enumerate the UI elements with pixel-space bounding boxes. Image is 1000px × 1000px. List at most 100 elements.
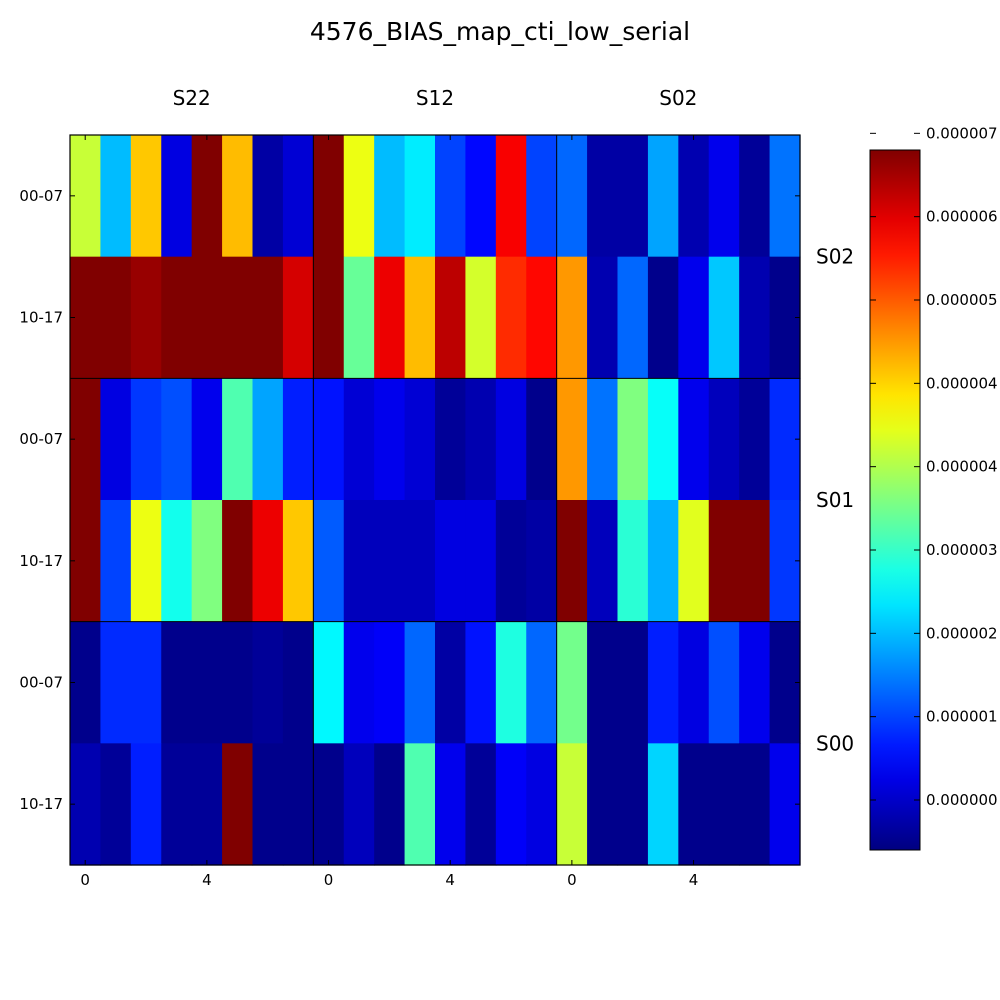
heatmap-cell <box>647 621 679 744</box>
heatmap-cell <box>526 256 558 379</box>
heatmap-cell <box>495 256 527 379</box>
heatmap-cell <box>282 500 314 623</box>
heatmap-cell <box>708 500 740 623</box>
heatmap-cell <box>130 500 162 623</box>
x-tick-label: 4 <box>689 871 699 889</box>
heatmap-cell <box>282 743 314 866</box>
heatmap-cell <box>708 743 740 866</box>
colorbar-tick-label: 0.000001 <box>926 708 998 726</box>
heatmap-cell <box>282 256 314 379</box>
heatmap-cell <box>526 135 558 258</box>
heatmap-cell <box>282 378 314 501</box>
heatmap-cell <box>708 135 740 258</box>
heatmap-cell <box>435 256 467 379</box>
heatmap-cell <box>617 135 649 258</box>
x-tick-label: 4 <box>202 871 212 889</box>
colorbar: 0.000000 0.000001 0.000002 0.000003 0.000004… <box>869 124 998 851</box>
heatmap-cell <box>374 378 406 501</box>
heatmap-cell <box>647 135 679 258</box>
heatmap-cell <box>161 621 193 744</box>
heatmap-cell <box>708 378 740 501</box>
heatmap-cell <box>343 621 375 744</box>
column-group-label: S02 <box>659 86 697 110</box>
heatmap-cell <box>313 743 345 866</box>
heatmap-cell <box>465 256 497 379</box>
panel-borders <box>69 134 801 866</box>
heatmap-cell <box>495 743 527 866</box>
heatmap-cell <box>70 378 102 501</box>
y-tick-label: 10-17 <box>19 795 63 813</box>
column-group-label: S22 <box>173 86 211 110</box>
heatmap-cell <box>313 135 345 258</box>
heatmap-cell <box>130 621 162 744</box>
heatmap-cell <box>587 378 619 501</box>
heatmap-cell <box>100 256 132 379</box>
y-tick-label: 00-07 <box>19 430 63 448</box>
heatmap-cell <box>526 743 558 866</box>
heatmap-cell <box>252 378 284 501</box>
heatmap-cell <box>587 500 619 623</box>
heatmap-cell <box>343 256 375 379</box>
heatmap-cell <box>495 135 527 258</box>
heatmap-cell <box>739 500 771 623</box>
row-group-label: S01 <box>816 488 854 512</box>
heatmap-cell <box>313 256 345 379</box>
heatmap-cell <box>100 135 132 258</box>
heatmap-cell <box>374 256 406 379</box>
heatmap-cell <box>191 256 223 379</box>
heatmap-cell <box>647 378 679 501</box>
heatmap-cell <box>678 378 710 501</box>
heatmap-cell <box>739 378 771 501</box>
colorbar-tick-label: 0.000005 <box>926 291 998 309</box>
x-ticks: 0 4 0 4 0 4 <box>80 135 698 889</box>
heatmap-cell <box>222 621 254 744</box>
heatmap-cell <box>70 135 102 258</box>
plot-frame <box>69 134 801 866</box>
heatmap-cell <box>282 621 314 744</box>
heatmap-cell <box>130 135 162 258</box>
heatmap-cell <box>435 378 467 501</box>
heatmap-cell <box>465 500 497 623</box>
heatmap-cell <box>222 743 254 866</box>
heatmap-cell <box>587 743 619 866</box>
heatmap-cell <box>100 621 132 744</box>
heatmap-cell <box>495 621 527 744</box>
y-tick-label: 10-17 <box>19 552 63 570</box>
heatmap-cell <box>739 256 771 379</box>
y-ticks: 00-07 10-17 00-07 10-17 00-07 10-17 <box>19 187 800 813</box>
colorbar-tick-label: 0.000004 <box>926 374 998 392</box>
heatmap-cell <box>617 621 649 744</box>
heatmap-cell <box>100 743 132 866</box>
heatmap-cell <box>647 743 679 866</box>
heatmap-cell <box>70 743 102 866</box>
heatmap-cell <box>465 621 497 744</box>
heatmap-cell <box>374 500 406 623</box>
x-tick-label: 0 <box>324 871 334 889</box>
heatmap-cell <box>587 135 619 258</box>
heatmap-cell <box>313 500 345 623</box>
heatmap-cell <box>435 135 467 258</box>
heatmap-cell <box>556 135 588 258</box>
heatmap-cell <box>252 500 284 623</box>
heatmap-cell <box>282 135 314 258</box>
heatmap-cell <box>678 621 710 744</box>
heatmap-cell <box>252 743 284 866</box>
row-group-label: S02 <box>816 245 854 269</box>
heatmap-cell <box>191 135 223 258</box>
heatmap-cell <box>617 500 649 623</box>
heatmap-cell <box>739 743 771 866</box>
heatmap-cell <box>404 378 436 501</box>
heatmap-cell <box>130 256 162 379</box>
heatmap-cell <box>70 256 102 379</box>
heatmap-cell <box>678 743 710 866</box>
heatmap-cell <box>252 256 284 379</box>
heatmap-cell <box>556 621 588 744</box>
heatmap-cell <box>587 256 619 379</box>
heatmap-cell <box>222 256 254 379</box>
y-tick-label: 10-17 <box>19 309 63 327</box>
heatmap-cell <box>222 135 254 258</box>
heatmap-cell <box>587 621 619 744</box>
heatmap-cell <box>404 621 436 744</box>
colorbar-tick-label: 0.000000 <box>926 791 998 809</box>
heatmap-cell <box>678 135 710 258</box>
